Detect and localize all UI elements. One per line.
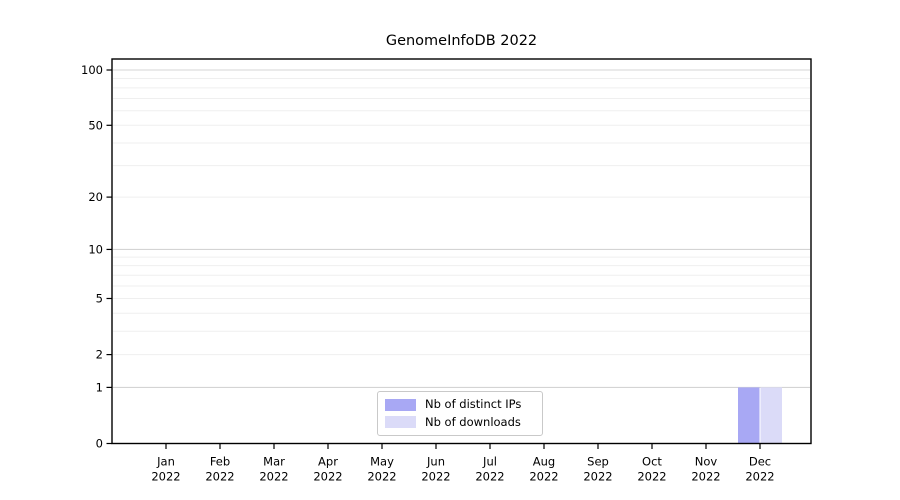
x-tick-label-month: Apr [318, 455, 338, 469]
x-tick-label-year: 2022 [313, 470, 342, 484]
legend-item-downloads: Nb of downloads [385, 414, 542, 429]
x-tick-label-month: Mar [263, 455, 285, 469]
x-tick-label-month: Jul [482, 455, 497, 469]
x-tick-label-month: Jan [156, 455, 175, 469]
x-tick-label-year: 2022 [745, 470, 774, 484]
y-tick-label: 20 [88, 190, 103, 204]
bar-downloads [760, 387, 782, 444]
bar-distinct-ips [738, 387, 760, 444]
chart-title: GenomeInfoDB 2022 [385, 33, 538, 49]
y-tick-label: 2 [96, 348, 103, 362]
legend-item-distinct-ips: Nb of distinct IPs [385, 398, 542, 411]
x-tick-label-month: Jun [426, 455, 445, 469]
x-tick-label-year: 2022 [583, 470, 612, 484]
y-tick-label: 1 [96, 380, 103, 394]
y-tick-label: 5 [96, 291, 103, 305]
y-tick-label: 100 [81, 63, 103, 77]
x-tick-label-year: 2022 [691, 470, 720, 484]
x-tick-label-month: Oct [642, 455, 662, 469]
legend-label-downloads: Nb of downloads [425, 414, 521, 429]
x-tick-label-year: 2022 [529, 470, 558, 484]
distinct-ips-swatch-icon [385, 398, 416, 411]
plot-frame [111, 58, 812, 445]
y-tick-label: 10 [88, 242, 103, 256]
x-tick-label-year: 2022 [259, 470, 288, 484]
x-tick-label-year: 2022 [637, 470, 666, 484]
x-tick-label-month: Dec [749, 455, 771, 469]
y-tick-label: 0 [96, 437, 103, 451]
x-tick-label-year: 2022 [475, 470, 504, 484]
y-tick-label: 50 [88, 118, 103, 132]
x-tick-label-month: Aug [533, 455, 555, 469]
x-tick-label-year: 2022 [367, 470, 396, 484]
legend: Nb of distinct IPs Nb of downloads [377, 391, 543, 436]
x-tick-label-year: 2022 [151, 470, 180, 484]
legend-label-distinct-ips: Nb of distinct IPs [425, 397, 522, 412]
x-tick-label-year: 2022 [421, 470, 450, 484]
x-tick-label-month: Nov [695, 455, 718, 469]
x-tick-label-month: Feb [210, 455, 230, 469]
x-tick-label-month: May [370, 455, 394, 469]
x-tick-label-month: Sep [587, 455, 609, 469]
downloads-swatch-icon [385, 416, 416, 429]
x-tick-label-year: 2022 [205, 470, 234, 484]
